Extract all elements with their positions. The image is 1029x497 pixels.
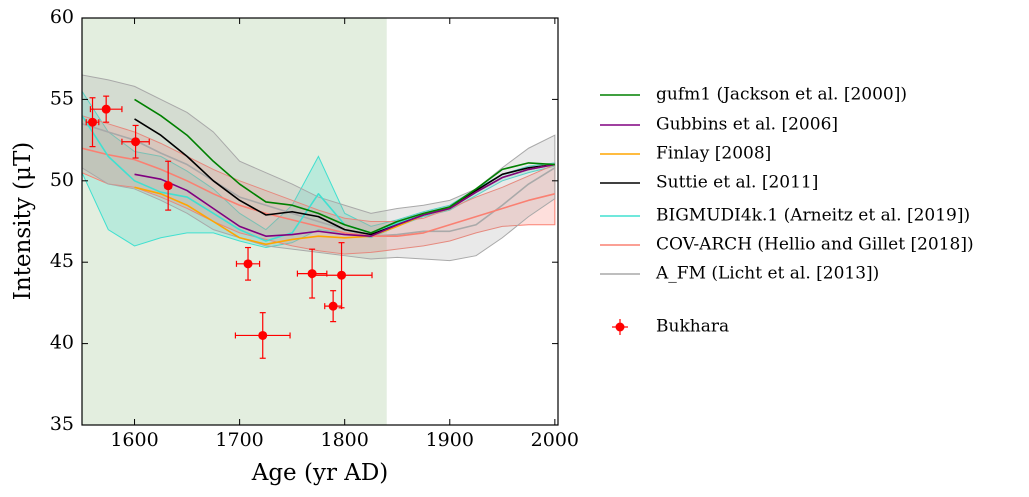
- x-tick-label: 1900: [426, 429, 474, 451]
- y-tick-label: 45: [50, 250, 74, 272]
- legend-label: Gubbins et al. [2006]: [656, 115, 838, 135]
- legend: gufm1 (Jackson et al. [2000]) Gubbins et …: [600, 85, 974, 337]
- data-point: [163, 181, 173, 191]
- data-point: [101, 104, 111, 114]
- x-tick-label: 1700: [215, 429, 263, 451]
- x-tick-label: 1800: [321, 429, 369, 451]
- data-point: [131, 137, 141, 147]
- data-point: [328, 301, 338, 311]
- data-point: [88, 117, 98, 127]
- series-line: [134, 163, 555, 237]
- series-line: [134, 98, 555, 234]
- data-point: [337, 270, 347, 280]
- series-line: [134, 118, 555, 236]
- uncertainty-band: [82, 115, 556, 255]
- y-tick-label: 40: [50, 332, 74, 354]
- x-tick-label: 1600: [110, 429, 158, 451]
- legend-label: A_FM (Licht et al. [2013]): [655, 264, 879, 284]
- data-point: [258, 330, 268, 340]
- y-tick-label: 60: [50, 6, 74, 28]
- legend-label: gufm1 (Jackson et al. [2000]): [656, 85, 907, 105]
- legend-label: Bukhara: [656, 317, 729, 337]
- y-axis-label: Intensity (μT): [10, 142, 36, 301]
- plot-frame: [81, 17, 559, 426]
- data-point: [243, 259, 253, 269]
- x-tick-label: 2000: [531, 429, 579, 451]
- y-tick-label: 55: [50, 87, 74, 109]
- data-point: [307, 269, 317, 279]
- legend-label: COV-ARCH (Hellio and Gillet [2018]): [656, 235, 974, 255]
- legend-label: Suttie et al. [2011]: [656, 173, 818, 193]
- y-tick-label: 50: [50, 169, 74, 191]
- x-axis-label: Age (yr AD): [251, 460, 389, 486]
- series-line: [82, 147, 556, 237]
- legend-label: BIGMUDI4k.1 (Arneitz et al. [2019]): [656, 206, 970, 226]
- series-line: [82, 123, 556, 237]
- legend-label: Finlay [2008]: [656, 144, 771, 164]
- plot-area: [82, 18, 556, 425]
- legend-swatch: [615, 322, 625, 332]
- y-tick-label: 35: [50, 413, 74, 435]
